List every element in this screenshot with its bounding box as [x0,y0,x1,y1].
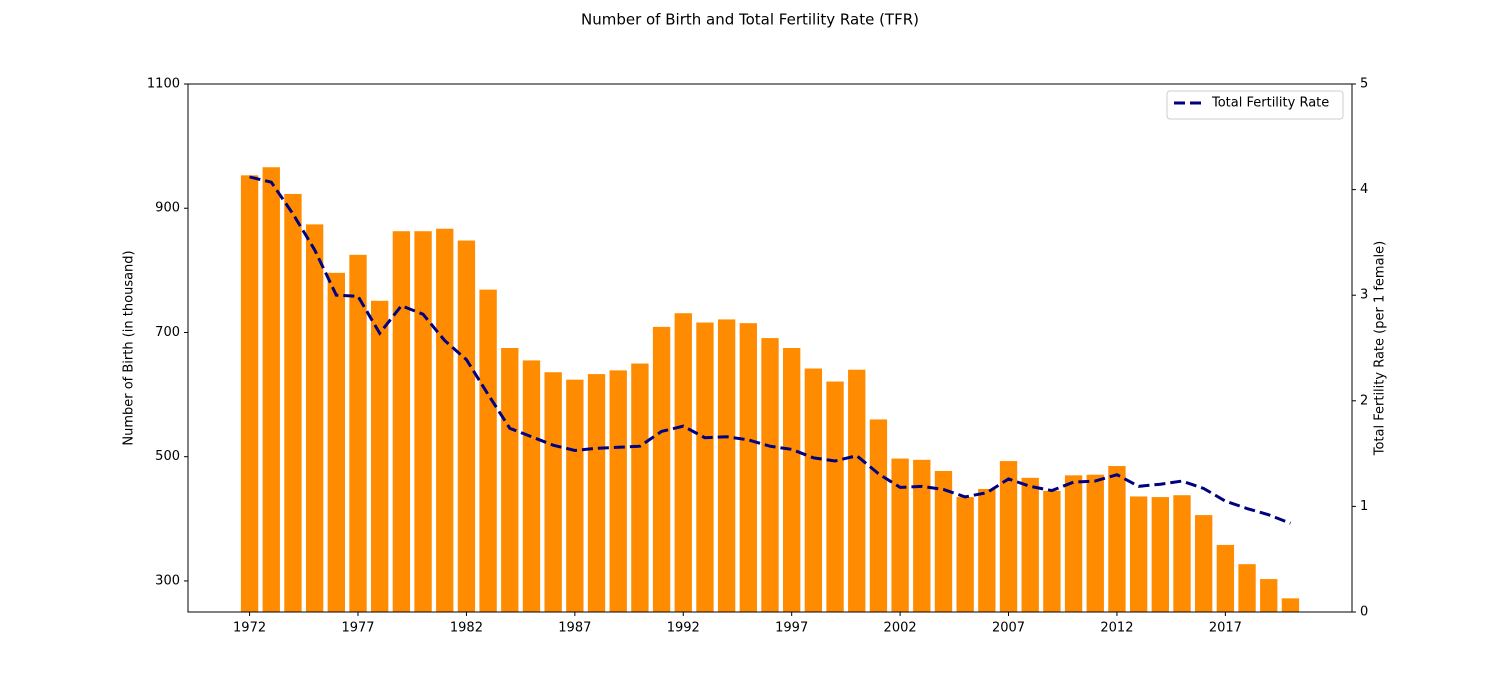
y-tick-label: 1100 [147,77,180,92]
bar [826,381,844,612]
y-tick-label: 700 [155,325,180,340]
bar [739,323,757,612]
x-tick-label: 2012 [1100,621,1133,636]
plot-frame [187,83,1353,613]
legend-box [1166,90,1344,120]
bar [1129,496,1148,612]
bar [305,224,324,613]
x-tick-label: 1982 [450,621,483,636]
bar [674,313,692,612]
bar [414,231,432,613]
x-tick-label: 2002 [884,621,917,636]
bar [457,240,476,612]
bar [696,322,714,612]
y-tick-label: 900 [155,201,180,216]
bar [501,348,519,612]
bar [544,372,562,612]
y2-axis-label: Total Fertility Rate (per 1 female) [1373,241,1388,457]
y-axis-label: Number of Birth (in thousand) [122,250,137,445]
bar [1021,477,1039,612]
bar [327,272,345,612]
y-tick-label: 500 [155,449,180,464]
y2-tick-label: 5 [1360,77,1368,92]
bar [1281,598,1300,612]
x-tick-label: 1987 [558,621,591,636]
bar [1043,490,1061,612]
bar [956,497,974,612]
bar [848,369,866,612]
bar [284,193,302,612]
x-tick-label: 1992 [667,621,700,636]
bar [934,470,953,612]
bar [240,175,259,613]
bar [436,228,454,612]
y2-tick-label: 4 [1360,182,1368,197]
bar [1151,497,1169,612]
bar [1064,475,1083,612]
line [249,175,1291,525]
bar [652,326,671,612]
bar [566,379,584,612]
bar [1108,466,1126,612]
x-tick-label: 1977 [341,621,374,636]
bar [587,374,606,612]
bar [522,360,541,612]
bar [609,370,627,612]
y-tick-label: 300 [155,573,180,588]
bar [783,348,801,612]
x-tick-label: 2017 [1209,621,1242,636]
bar [479,289,497,612]
bar [262,167,280,612]
bar [392,231,411,613]
bar [371,300,389,612]
bar [631,363,649,612]
bar [717,319,736,612]
bar [891,458,909,612]
y2-tick-label: 1 [1360,499,1368,514]
bar [804,368,823,612]
x-tick-label: 2007 [992,621,1025,636]
x-tick-label: 1972 [233,621,266,636]
y2-tick-label: 2 [1360,393,1368,408]
y2-tick-label: 3 [1360,288,1368,303]
bar [761,338,779,612]
bar [978,489,996,612]
bar [1195,515,1213,612]
bar [999,461,1018,612]
bar [869,419,888,612]
bar [1238,564,1256,612]
chart-title: Number of Birth and Total Fertility Rate… [581,11,919,29]
bar [913,459,931,612]
x-tick-label: 1997 [775,621,808,636]
bar [1173,495,1191,612]
bar [1260,579,1278,612]
bar [1086,474,1104,612]
y2-tick-label: 0 [1360,605,1368,620]
bar [349,254,367,612]
legend-label: Total Fertility Rate [1211,96,1329,111]
bar [1216,544,1235,612]
